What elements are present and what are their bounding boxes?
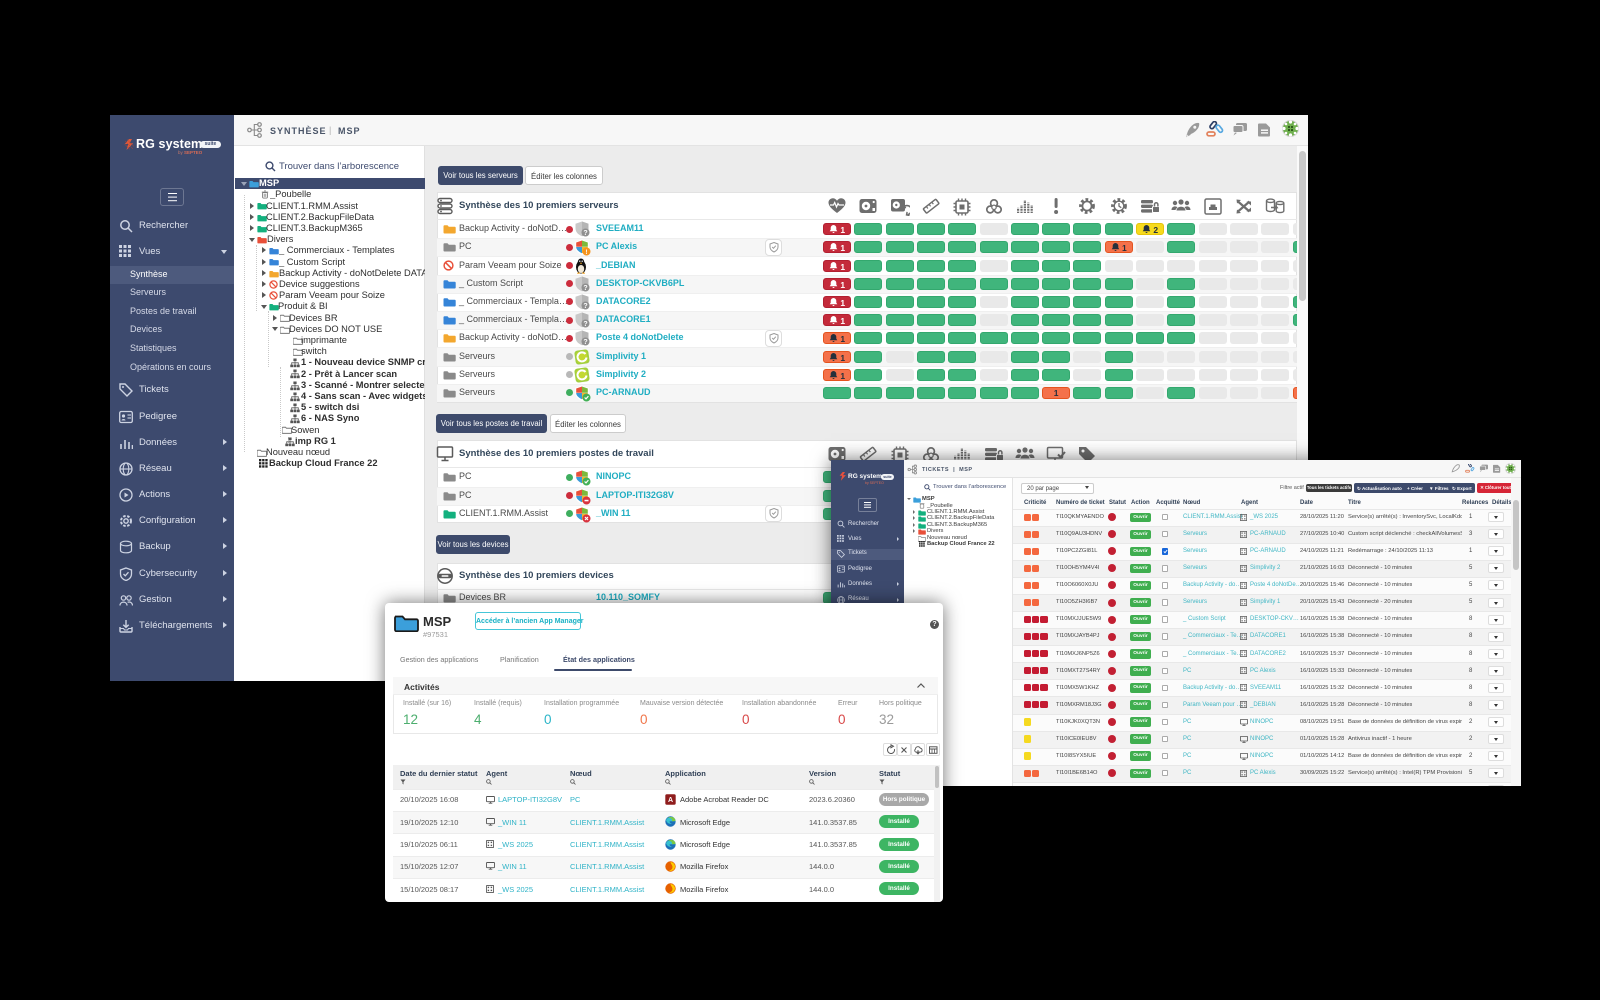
svg-text:?: ? [583, 321, 587, 328]
svg-text:!: ! [585, 249, 587, 256]
svg-text:?: ? [583, 230, 587, 237]
svg-text:?: ? [583, 339, 587, 346]
svg-text:?: ? [583, 285, 587, 292]
svg-text:?: ? [583, 303, 587, 310]
svg-text:A: A [668, 797, 673, 804]
